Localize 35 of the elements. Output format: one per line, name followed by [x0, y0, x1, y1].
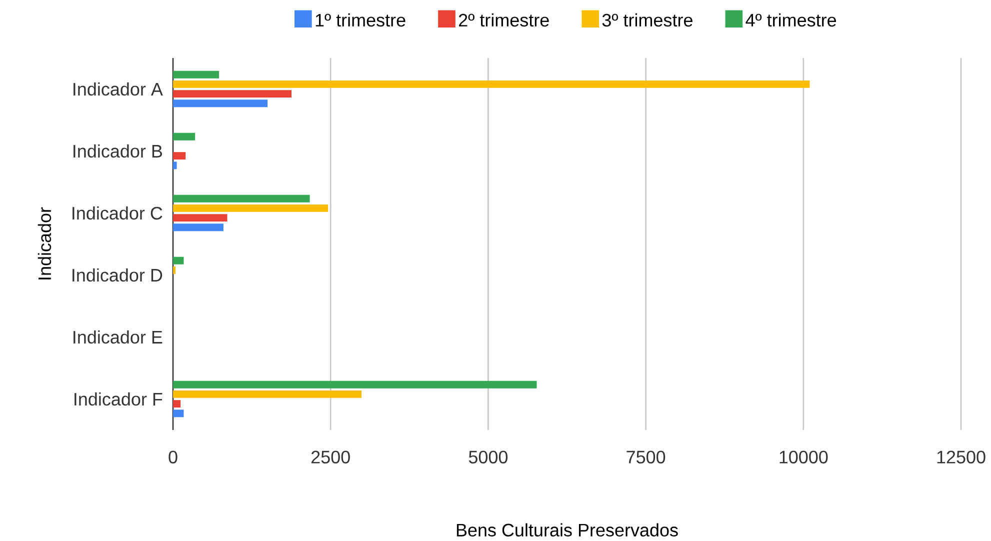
y-tick-label: Indicador A [74, 82, 163, 96]
bar [173, 100, 268, 108]
bar [173, 266, 176, 274]
x-tick-label: 5000 [468, 450, 508, 464]
legend-label: 4º trimestre [746, 13, 836, 27]
x-axis-title: Bens Culturais Preservados [456, 523, 678, 537]
y-tick-label: Indicador D [72, 268, 162, 282]
bar [173, 152, 186, 160]
bar [173, 390, 362, 398]
x-tick-label: 10000 [780, 450, 828, 464]
y-tick-label: Indicador C [72, 206, 162, 220]
x-tick-label: 7500 [626, 450, 666, 464]
bar [173, 80, 810, 88]
y-tick-label: Indicador E [74, 330, 162, 344]
bar [173, 410, 184, 418]
x-tick-label: 2500 [311, 450, 350, 464]
y-tick-label: Indicador F [74, 392, 162, 406]
x-tick-label: 0 [168, 450, 178, 464]
y-axis-title: Indicador [38, 207, 52, 280]
bar [173, 256, 184, 264]
bar [173, 204, 328, 212]
legend-label: 3º trimestre [602, 13, 692, 27]
bar [173, 224, 224, 232]
bar [173, 194, 310, 202]
bar [173, 214, 228, 222]
bar [173, 90, 292, 98]
legend-label: 1º trimestre [316, 13, 406, 27]
x-tick-label: 12500 [937, 450, 986, 464]
legend-label: 2º trimestre [458, 13, 549, 27]
bar [173, 380, 537, 388]
bar [173, 400, 181, 408]
bar [173, 132, 196, 140]
bar [173, 70, 220, 78]
y-tick-label: Indicador B [74, 144, 162, 158]
bar [173, 162, 177, 170]
